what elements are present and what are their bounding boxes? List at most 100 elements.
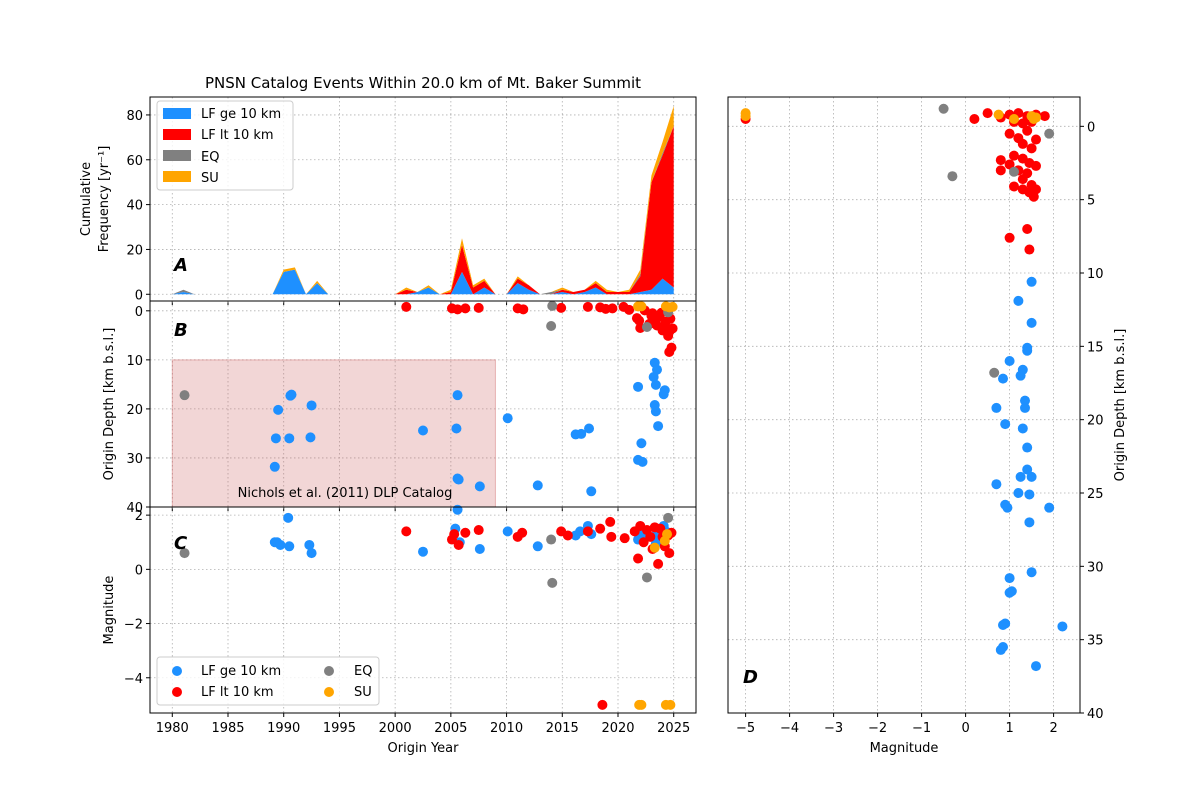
panel-b-points: [179, 300, 678, 497]
area-series-lf-ge-10-km: [172, 269, 674, 295]
point-eq: [179, 390, 190, 401]
point-lf-ge-10-km: [1024, 517, 1035, 528]
point-lf-lt-10-km: [460, 527, 471, 538]
point-eq: [641, 572, 652, 583]
panel-a-y-tick-label: 20: [126, 243, 143, 258]
point-lf-ge-10-km: [284, 541, 295, 552]
panel-c: −4 −2 0 2 1980 1985 1990 1995 2000 2005 2010 2015 20…: [102, 504, 697, 756]
point-lf-ge-10-km: [1024, 489, 1035, 500]
panel-d-y-tick-label: 5: [1087, 194, 1095, 209]
point-lf-lt-10-km: [1026, 143, 1037, 154]
point-lf-lt-10-km: [1009, 150, 1019, 161]
point-lf-ge-10-km: [648, 372, 659, 383]
point-lf-lt-10-km: [401, 301, 412, 312]
panel-d-ylabel: Origin Depth [km b.s.l.]: [1113, 329, 1128, 482]
panel-d-x-tick-label: −2: [868, 721, 887, 736]
point-su: [740, 111, 751, 122]
point-lf-lt-10-km: [473, 525, 484, 536]
point-lf-ge-10-km: [991, 479, 1002, 490]
point-lf-ge-10-km: [1022, 464, 1033, 475]
point-lf-ge-10-km: [1026, 276, 1037, 287]
point-eq: [546, 321, 557, 332]
point-lf-lt-10-km: [1031, 160, 1041, 171]
panel-c-y-tick-label: −2: [124, 618, 143, 633]
dlp-catalog-box: [171, 359, 496, 508]
panel-c-points: [179, 504, 677, 710]
point-lf-lt-10-km: [582, 526, 593, 537]
point-lf-lt-10-km: [1024, 244, 1035, 255]
legend-c-label-lf-lt: LF lt 10 km: [201, 685, 274, 700]
panel-d-x-tick-label: −4: [780, 721, 799, 736]
legend-c-marker-lf-lt: [172, 687, 182, 697]
point-lf-ge-10-km: [1013, 488, 1024, 498]
panel-a-ylabel-line2: Frequency [yr⁻¹]: [97, 146, 112, 253]
point-lf-lt-10-km: [597, 699, 608, 710]
point-lf-lt-10-km: [452, 304, 463, 315]
panel-d-y-tick-label: 35: [1087, 634, 1104, 649]
point-lf-ge-10-km: [1026, 471, 1037, 482]
point-lf-ge-10-km: [637, 456, 648, 467]
point-lf-ge-10-km: [650, 379, 661, 390]
point-lf-ge-10-km: [286, 389, 297, 400]
legend-a-swatch-eq: [163, 150, 191, 161]
panel-c-grid: [150, 507, 696, 713]
panel-c-x-tick-label: 1995: [323, 721, 356, 736]
point-lf-ge-10-km: [575, 526, 586, 537]
panel-c-ticks: −4 −2 0 2 1980 1985 1990 1995 2000 2005 2010 2015 20…: [124, 509, 690, 736]
panel-b-y-tick-label: 30: [126, 452, 143, 467]
point-lf-ge-10-km: [1031, 661, 1041, 672]
panel-c-letter: C: [174, 533, 188, 554]
point-lf-lt-10-km: [460, 303, 471, 314]
point-lf-ge-10-km: [636, 438, 647, 449]
point-lf-lt-10-km: [1022, 125, 1033, 136]
legend-c-label-lf-ge: LF ge 10 km: [201, 664, 281, 679]
point-lf-ge-10-km: [1013, 295, 1024, 306]
point-lf-ge-10-km: [995, 644, 1006, 655]
point-lf-lt-10-km: [633, 553, 644, 564]
point-lf-lt-10-km: [664, 347, 675, 358]
legend-a: LF ge 10 km LF lt 10 km EQ SU: [156, 100, 294, 191]
point-lf-lt-10-km: [1004, 159, 1015, 170]
legend-c-marker-su: [324, 687, 334, 697]
panel-d-y-tick-label: 10: [1087, 267, 1104, 282]
point-lf-lt-10-km: [664, 548, 675, 559]
chart-title: PNSN Catalog Events Within 20.0 km of Mt…: [205, 74, 641, 92]
panel-d-y-tick-label: 40: [1087, 707, 1104, 722]
legend-a-label-eq: EQ: [201, 150, 219, 165]
point-eq: [1009, 166, 1019, 177]
point-lf-ge-10-km: [1002, 502, 1013, 513]
point-lf-ge-10-km: [1004, 356, 1015, 366]
point-eq: [546, 534, 557, 545]
point-lf-lt-10-km: [1028, 191, 1039, 202]
point-lf-ge-10-km: [586, 486, 597, 497]
legend-a-swatch-su: [163, 171, 191, 182]
point-lf-lt-10-km: [982, 108, 993, 119]
point-lf-ge-10-km: [283, 512, 294, 523]
panel-d-x-tick-label: −5: [736, 721, 755, 736]
point-lf-ge-10-km: [418, 425, 428, 436]
point-lf-lt-10-km: [518, 304, 529, 315]
point-lf-lt-10-km: [667, 323, 678, 334]
point-lf-ge-10-km: [305, 432, 316, 443]
point-lf-ge-10-km: [1022, 345, 1033, 356]
panel-c-frame: [149, 506, 697, 714]
point-lf-lt-10-km: [607, 303, 618, 314]
point-lf-ge-10-km: [306, 400, 317, 411]
legend-a-label-lf-ge: LF ge 10 km: [201, 107, 281, 122]
panel-d-y-tick-label: 25: [1087, 487, 1104, 502]
point-eq: [547, 300, 558, 311]
legend-c-label-eq: EQ: [354, 664, 372, 679]
panel-b-letter: B: [174, 320, 188, 341]
point-lf-lt-10-km: [595, 523, 606, 534]
point-lf-ge-10-km: [474, 544, 485, 555]
legend-c: LF ge 10 km LF lt 10 km EQ SU: [156, 656, 380, 706]
point-lf-ge-10-km: [452, 390, 463, 401]
point-lf-ge-10-km: [659, 385, 670, 396]
legend-c-label-su: SU: [354, 685, 372, 700]
panel-c-x-tick-label: 1985: [211, 721, 244, 736]
panel-d-ticks: 0 5 10 15 20 25 30 35 40 −5 −4 −3 −2 −1 0 1 2: [736, 120, 1104, 736]
point-lf-ge-10-km: [1015, 471, 1026, 482]
point-lf-ge-10-km: [998, 373, 1008, 384]
point-lf-ge-10-km: [275, 539, 286, 550]
